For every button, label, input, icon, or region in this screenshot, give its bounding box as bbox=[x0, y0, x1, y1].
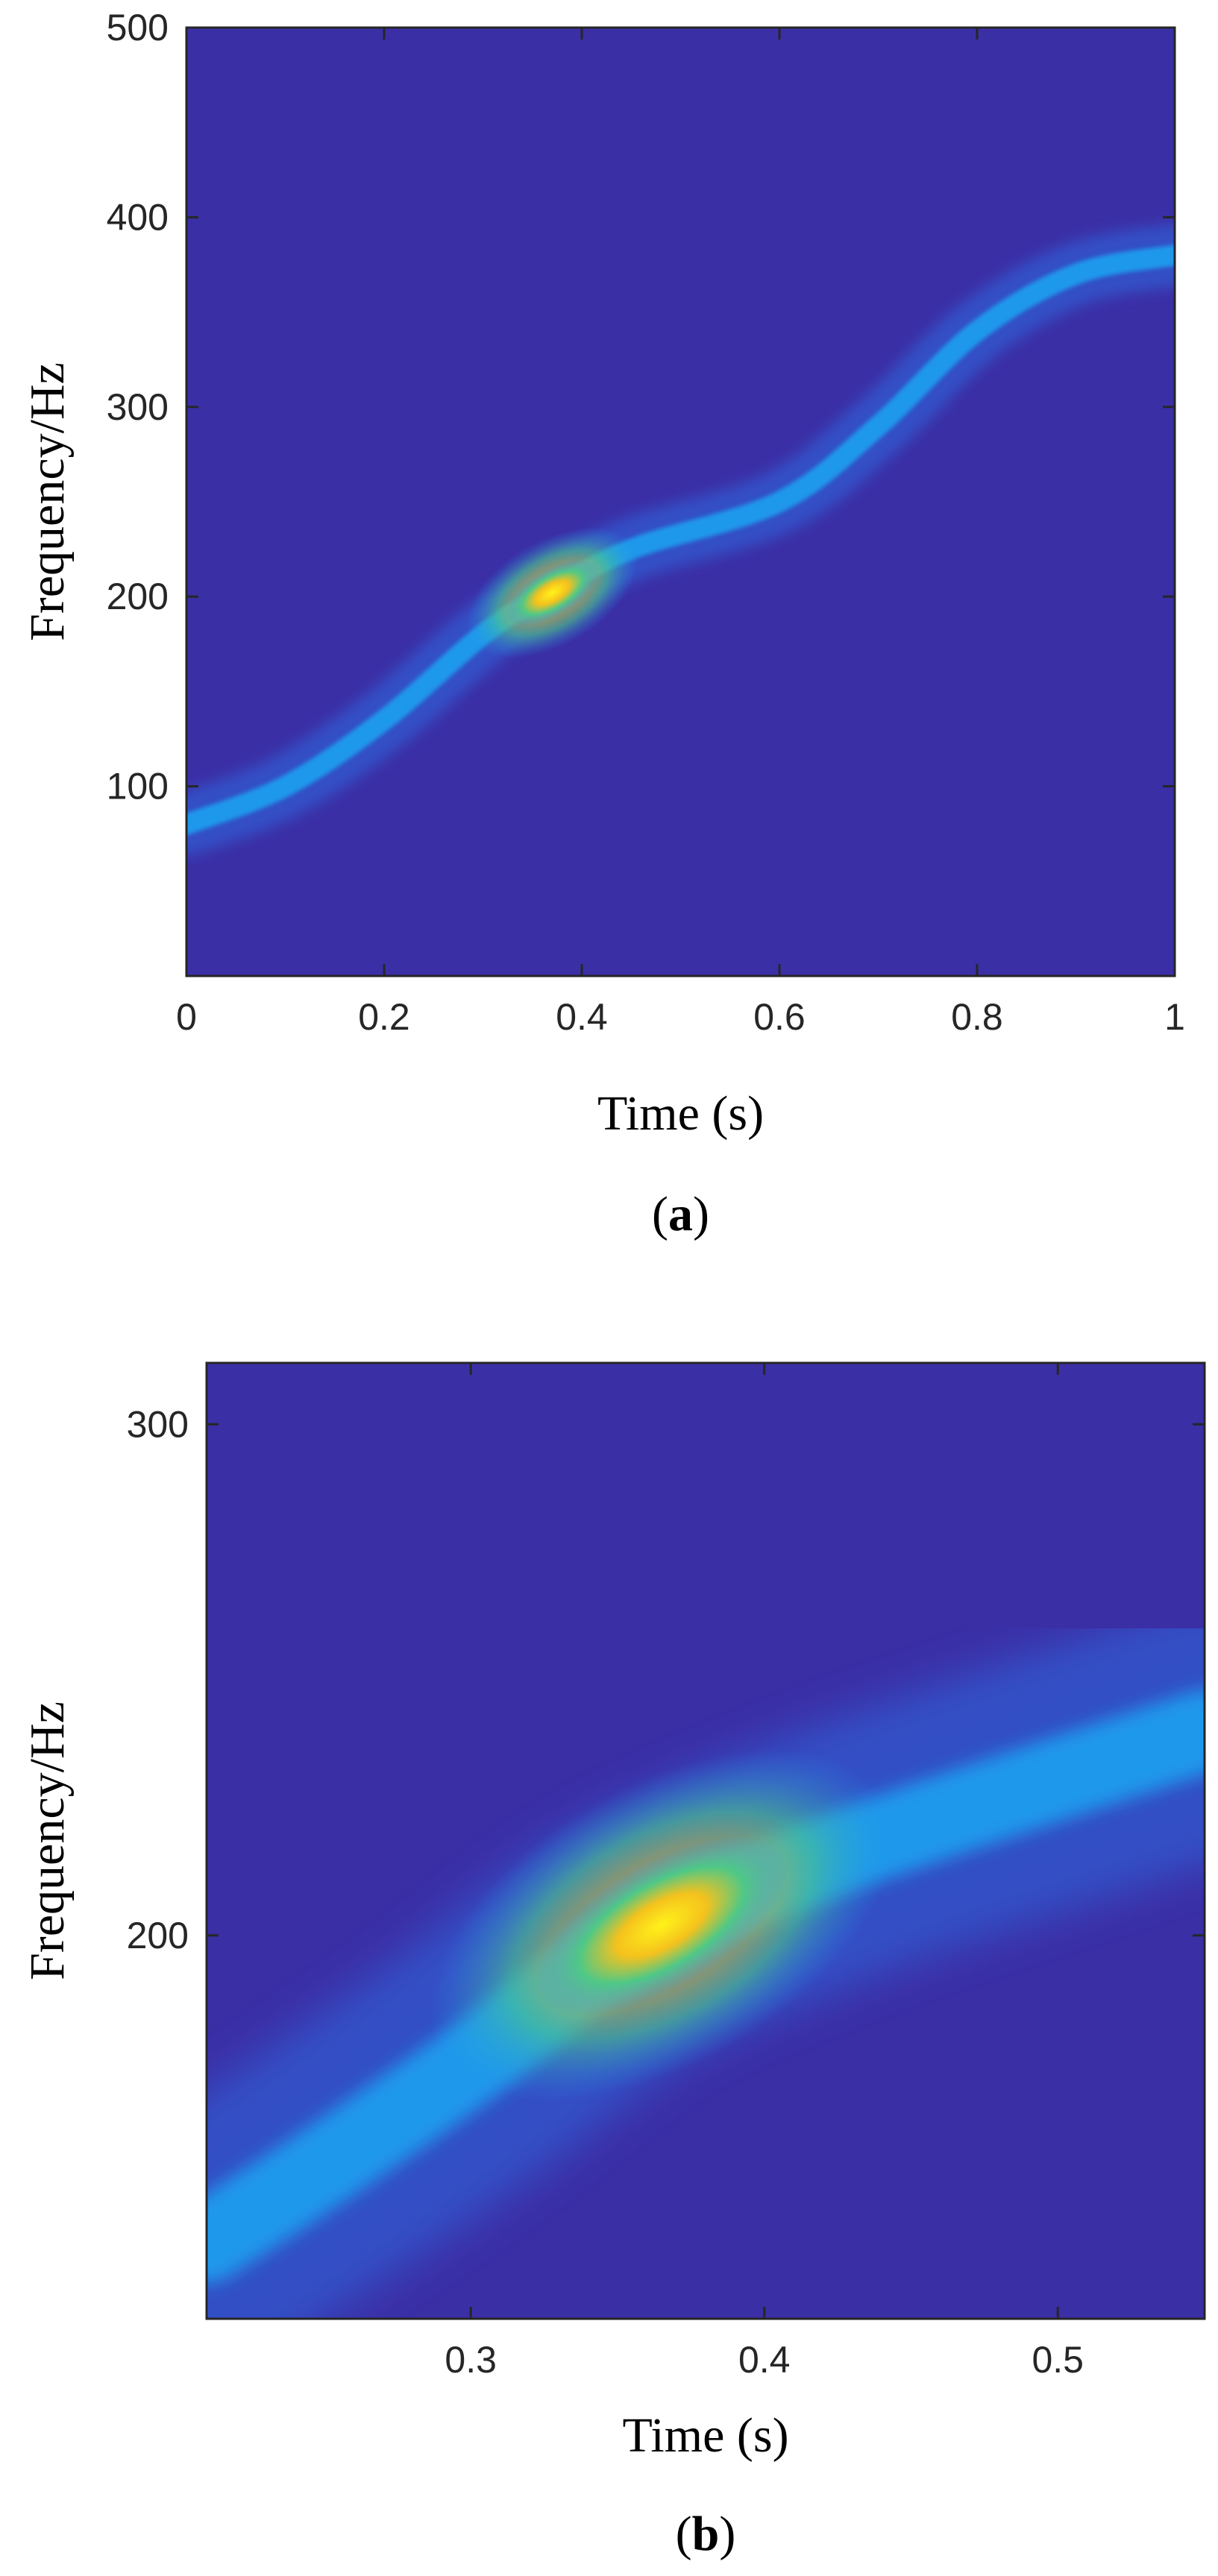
panel-label-a-letter: a bbox=[668, 1187, 693, 1241]
y-tick-label-a-1: 200 bbox=[107, 576, 169, 617]
axes-b: 0.3 0.4 0.5 200 300 bbox=[127, 1361, 1206, 2381]
ridges-b bbox=[207, 1603, 1205, 2319]
chart-panel-b: 0.3 0.4 0.5 200 300 Time (s) Frequency/Hz (b… bbox=[0, 1312, 1218, 2576]
panel-label-b: (b) bbox=[676, 2507, 736, 2561]
axis-frame-b bbox=[205, 1361, 1206, 2320]
ridges-a bbox=[186, 224, 1175, 856]
y-tick-label-b-1: 300 bbox=[127, 1403, 189, 1445]
chart-b-svg: 0.3 0.4 0.5 200 300 Time (s) Frequency/Hz (b… bbox=[20, 1361, 1206, 2561]
y-tick-label-b-0: 200 bbox=[127, 1915, 189, 1956]
chart-panel-a: 0 0.2 0.4 0.6 0.8 1 100 200 300 400 500 Time (s) F… bbox=[0, 0, 1218, 1267]
y-tick-label-a-4: 500 bbox=[107, 7, 169, 48]
y-axis-title-b: Frequency/Hz bbox=[20, 1701, 75, 1980]
y-tick-label-a-3: 400 bbox=[107, 196, 169, 238]
panel-label-b-letter: b bbox=[692, 2507, 720, 2561]
peak-blob-b bbox=[535, 1835, 788, 2015]
x-tick-label-a-4: 0.8 bbox=[951, 996, 1003, 1038]
chart-a-svg: 0 0.2 0.4 0.6 0.8 1 100 200 300 400 500 Time (s) F… bbox=[20, 7, 1185, 1241]
panel-label-a: (a) bbox=[652, 1187, 709, 1241]
peak-blob-a bbox=[505, 559, 599, 626]
x-tick-label-b-2: 0.5 bbox=[1032, 2339, 1084, 2381]
x-tick-label-a-2: 0.4 bbox=[556, 996, 608, 1038]
y-tick-label-a-0: 100 bbox=[107, 766, 169, 807]
y-axis-title-a: Frequency/Hz bbox=[20, 362, 75, 641]
ridge-line-a-1 bbox=[186, 245, 1175, 835]
axes-a: 0 0.2 0.4 0.6 0.8 1 100 200 300 400 500 bbox=[107, 7, 1185, 1038]
x-tick-label-a-5: 1 bbox=[1164, 996, 1185, 1038]
x-axis-title-b: Time (s) bbox=[622, 2408, 788, 2463]
x-tick-label-a-3: 0.6 bbox=[753, 996, 806, 1038]
x-tick-label-a-1: 0.2 bbox=[358, 996, 410, 1038]
axis-frame-a bbox=[185, 26, 1176, 977]
x-tick-label-b-1: 0.4 bbox=[738, 2339, 791, 2381]
x-tick-label-b-0: 0.3 bbox=[445, 2339, 497, 2381]
x-axis-title-a: Time (s) bbox=[597, 1086, 764, 1141]
x-tick-label-a-0: 0 bbox=[176, 996, 197, 1038]
y-tick-label-a-2: 300 bbox=[107, 386, 169, 428]
